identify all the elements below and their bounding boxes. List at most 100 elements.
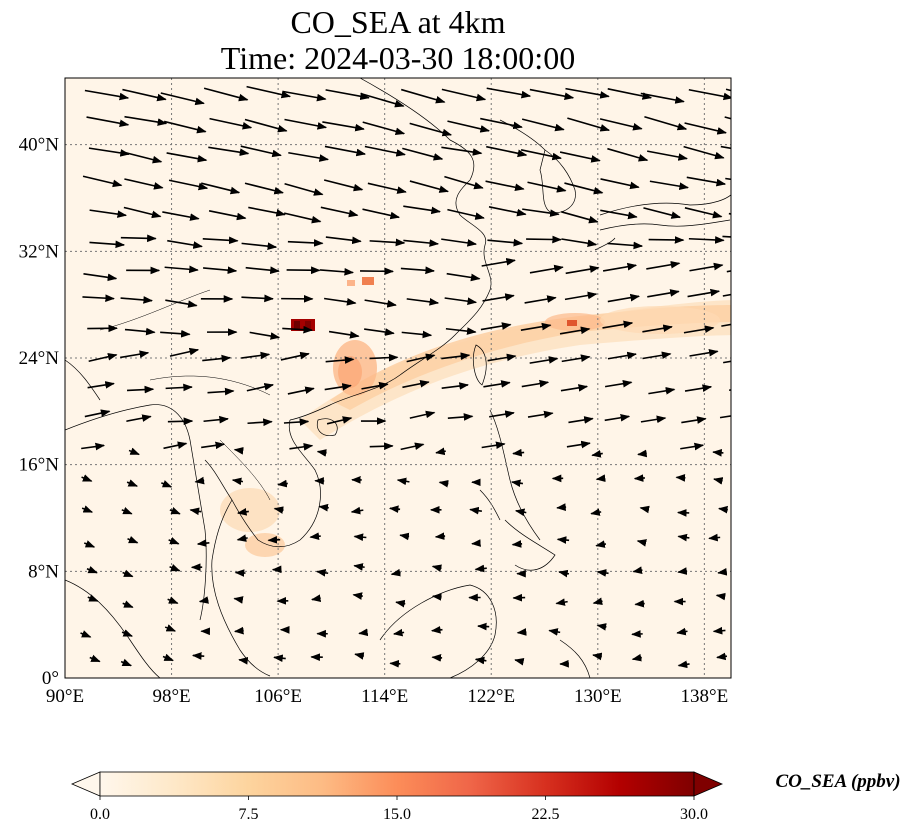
wind-arrow: [400, 442, 425, 451]
wind-arrow: [681, 416, 707, 424]
wind-arrow: [169, 347, 200, 357]
wind-arrow: [203, 415, 229, 424]
wind-arrow: [675, 474, 686, 482]
wind-arrow: [400, 266, 435, 275]
wind-arrow: [122, 600, 134, 609]
wind-arrow: [400, 88, 446, 104]
wind-arrow: [431, 593, 442, 601]
wind-arrow: [326, 416, 353, 425]
lon-tick-label: 138°E: [681, 686, 729, 707]
wind-arrow: [126, 479, 138, 487]
wind-arrow: [249, 331, 281, 340]
wind-arrow: [289, 443, 314, 451]
wind-arrow: [634, 599, 645, 608]
lon-tick-label: 122°E: [467, 686, 515, 707]
wind-arrow: [81, 505, 94, 513]
wind-arrow: [163, 120, 207, 134]
wind-arrow: [596, 623, 607, 631]
wind-arrow: [719, 415, 731, 419]
wind-arrow: [122, 88, 167, 102]
wind-arrow: [403, 239, 440, 247]
wind-arrow: [324, 145, 366, 157]
wind-arrow: [565, 87, 610, 99]
wind-arrow: [233, 446, 244, 455]
lon-tick-label: 98°E: [152, 686, 190, 707]
wind-arrow: [288, 151, 329, 162]
wind-arrow: [189, 507, 202, 516]
wind-arrow: [123, 206, 162, 219]
wind-arrow: [324, 383, 352, 391]
wind-arrow: [320, 206, 359, 218]
wind-arrow: [677, 660, 690, 669]
wind-arrow: [126, 414, 152, 423]
wind-arrow: [287, 239, 324, 247]
wind-arrow: [247, 418, 273, 427]
wind-arrow: [600, 178, 640, 190]
wind-arrow: [445, 327, 477, 335]
wind-arrow: [676, 627, 688, 636]
wind-arrow: [487, 238, 524, 247]
wind-arrow: [369, 442, 394, 451]
wind-arrow: [684, 384, 713, 392]
longitude-tick-labels: 90°E 98°E 106°E 114°E 122°E 130°E 138°E: [46, 686, 728, 707]
map-frame: [64, 77, 732, 679]
wind-arrow: [120, 296, 153, 304]
wind-arrow: [639, 505, 650, 514]
wind-arrow: [389, 659, 401, 668]
wind-arrow: [595, 474, 606, 482]
wind-arrow: [684, 207, 723, 219]
wind-arrow: [165, 299, 198, 308]
wind-arrow: [511, 540, 523, 548]
wind-arrow: [409, 180, 449, 193]
wind-arrow: [238, 656, 249, 665]
wind-arrow: [399, 532, 410, 541]
wind-arrow: [86, 116, 130, 128]
wind-arrow: [521, 118, 565, 132]
wind-arrow: [561, 211, 599, 224]
wind-arrow: [396, 477, 410, 486]
wind-arrow: [350, 506, 364, 515]
wind-arrow: [487, 353, 517, 362]
wind-arrow: [208, 146, 250, 157]
wind-arrow: [248, 206, 286, 217]
wind-arrow: [556, 503, 567, 511]
map-title-line2: Time: 2024-03-30 18:00:00: [220, 40, 576, 76]
wind-arrow: [82, 294, 115, 303]
latitude-tick-labels: 0° 8°N 16°N 24°N 32°N 40°N: [19, 135, 60, 689]
wind-arrow: [522, 208, 560, 217]
wind-arrow: [649, 180, 689, 191]
wind-arrow: [647, 150, 688, 161]
lat-tick-label: 40°N: [19, 135, 60, 156]
wind-arrow: [712, 448, 724, 457]
wind-arrow: [431, 564, 442, 573]
wind-arrow: [191, 652, 205, 660]
wind-arrow: [246, 382, 274, 392]
wind-arrow: [514, 657, 525, 666]
wind-arrow: [87, 594, 99, 602]
wind-arrow: [361, 381, 389, 390]
wind-arrow: [162, 653, 174, 662]
wind-arrow: [86, 566, 98, 574]
wind-arrow: [196, 539, 210, 547]
wind-arrow: [441, 146, 483, 156]
wind-arrow: [128, 447, 140, 456]
wind-arrow: [430, 626, 443, 634]
wind-arrow: [481, 257, 516, 267]
wind-arrow: [311, 594, 322, 603]
wind-arrow: [84, 89, 130, 101]
wind-arrow: [402, 147, 444, 161]
wind-arrow: [233, 596, 244, 604]
wind-arrow: [446, 272, 481, 282]
wind-arrow: [444, 297, 478, 305]
wind-arrow: [236, 534, 248, 542]
wind-arrow: [402, 379, 430, 389]
wind-arrow: [680, 442, 705, 451]
wind-arrow: [369, 353, 399, 362]
wind-arrow: [273, 506, 284, 514]
wind-arrow: [640, 415, 667, 424]
wind-arrow: [632, 566, 643, 574]
wind-arrow: [284, 182, 324, 196]
wind-arrow: [590, 508, 602, 516]
wind-vectors: [80, 85, 731, 669]
wind-arrow: [447, 208, 485, 220]
